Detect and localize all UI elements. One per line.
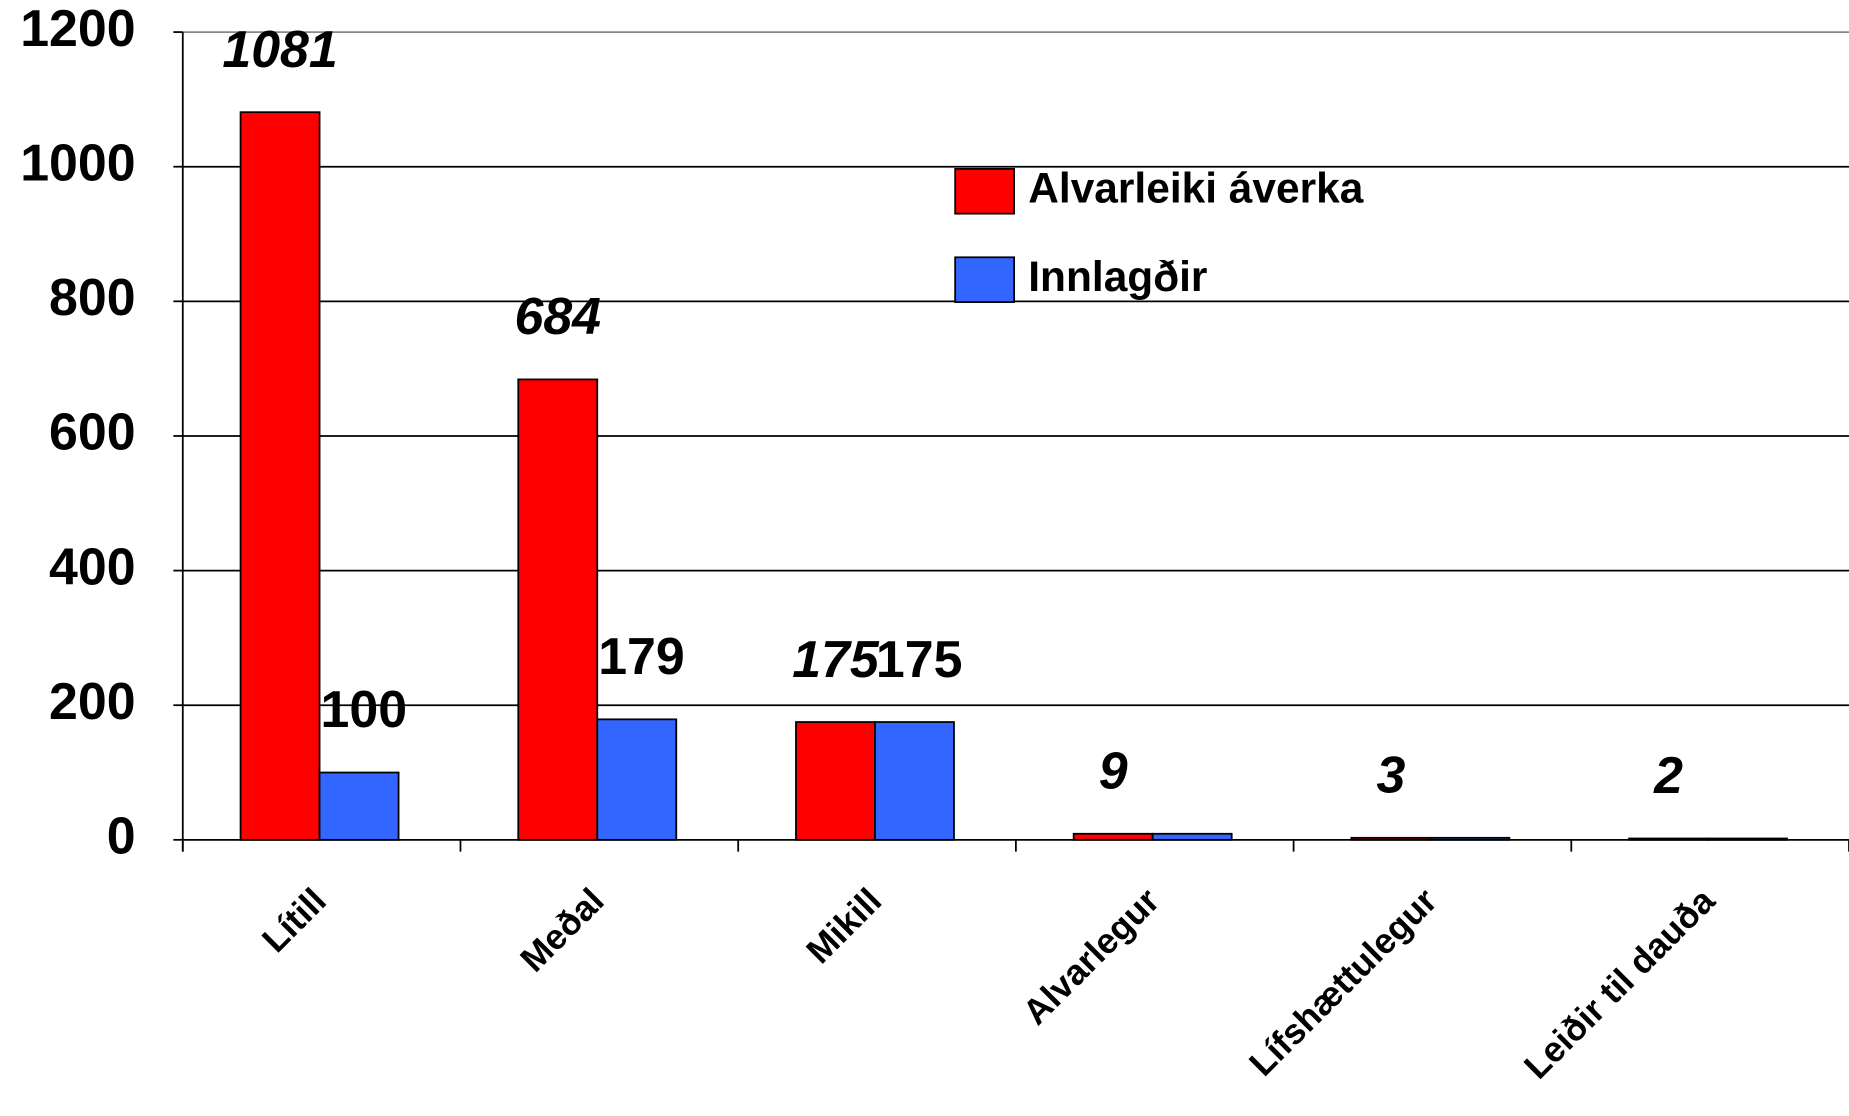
bar xyxy=(1708,838,1787,839)
legend-label: Alvarleiki áverka xyxy=(1028,164,1363,211)
chart: 0 200 400 600 800 1000 1200 Lítill 1081 100 Meðal 6… xyxy=(0,0,1849,1116)
x-tick-label: Lífshættulegur xyxy=(1242,881,1445,1084)
value-label: 1081 xyxy=(222,20,337,78)
x-tick-label: Leiðir til dauða xyxy=(1517,881,1723,1087)
legend-swatch xyxy=(955,257,1014,302)
bar xyxy=(1351,838,1430,840)
value-label: 175 xyxy=(792,630,880,688)
value-label: 2 xyxy=(1653,746,1683,804)
value-label: 684 xyxy=(514,287,601,345)
y-tick-label: 1000 xyxy=(20,133,135,191)
legend-swatch xyxy=(955,169,1014,214)
x-tick-label: Alvarlegur xyxy=(1016,881,1167,1032)
value-label: 179 xyxy=(598,627,685,685)
y-tick-label: 600 xyxy=(49,403,136,461)
x-tick-label: Mikill xyxy=(799,881,889,971)
bar xyxy=(875,722,954,840)
y-tick-label: 400 xyxy=(49,537,136,595)
bar xyxy=(1074,834,1153,840)
bar xyxy=(1430,838,1509,840)
x-tick-label: Lítill xyxy=(255,881,334,960)
bar xyxy=(796,722,875,840)
y-tick-label: 800 xyxy=(49,268,136,326)
value-label: 3 xyxy=(1376,746,1405,804)
bar xyxy=(1629,838,1708,839)
x-tick-label: Meðal xyxy=(513,881,611,979)
value-label: 175 xyxy=(876,630,963,688)
y-tick-label: 0 xyxy=(107,807,136,865)
bar xyxy=(597,719,676,839)
legend-label: Innlagðir xyxy=(1028,253,1207,300)
y-tick-label: 200 xyxy=(49,672,136,730)
value-label: 100 xyxy=(321,680,408,738)
bar xyxy=(518,379,597,839)
bar xyxy=(241,112,320,840)
bar xyxy=(320,773,399,840)
y-tick-label: 1200 xyxy=(20,0,135,57)
bar xyxy=(1153,834,1232,840)
value-label: 9 xyxy=(1099,742,1128,800)
